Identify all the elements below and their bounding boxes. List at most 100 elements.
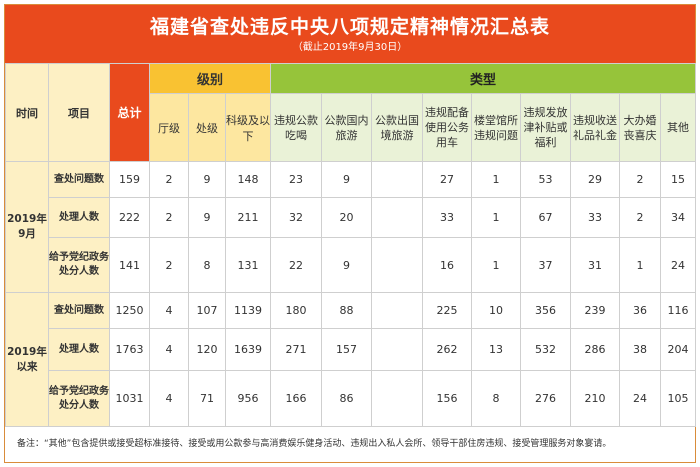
header-level: 科级及以下 (224, 93, 272, 162)
value-cell: 222 (109, 197, 150, 238)
page-title: 福建省查处违反中央八项规定精神情况汇总表 (149, 16, 550, 38)
value-cell: 38 (619, 328, 662, 371)
value-cell: 34 (660, 197, 697, 238)
table-row: 处理人数 222 2 9 211 32 20 33 1 67 33 2 34 (6, 197, 697, 238)
header-level: 厅级 (149, 93, 189, 162)
value-cell: 67 (520, 197, 572, 238)
value-cell: 13 (471, 328, 522, 371)
value-cell: 29 (570, 161, 621, 198)
value-cell: 8 (471, 370, 522, 427)
value-cell: 33 (422, 197, 473, 238)
value-cell: 4 (149, 370, 189, 427)
value-cell: 356 (520, 292, 572, 329)
value-cell: 141 (109, 237, 150, 293)
header-type: 其他 (660, 93, 697, 162)
value-cell: 9 (188, 161, 226, 198)
page-subtitle: （截止2019年9月30日） (292, 42, 408, 53)
table-row: 给予党纪政务处分人数 141 2 8 131 22 9 16 1 37 31 1… (6, 237, 697, 293)
row-item-label: 查处问题数 (48, 161, 110, 198)
value-cell: 36 (619, 292, 662, 329)
value-cell (371, 237, 424, 293)
value-cell: 1250 (109, 292, 150, 329)
header-level-group: 级别 (148, 63, 272, 94)
value-cell: 211 (224, 197, 272, 238)
value-cell: 9 (188, 197, 226, 238)
value-cell: 1139 (224, 292, 272, 329)
header-type: 公款出国境旅游 (371, 93, 424, 162)
value-cell (371, 292, 424, 329)
header-type: 违规配备使用公务用车 (422, 93, 473, 162)
summary-table-frame: 福建省查处违反中央八项规定精神情况汇总表 （截止2019年9月30日） 时间 项… (4, 4, 697, 463)
value-cell: 22 (270, 237, 323, 293)
value-cell: 24 (619, 370, 662, 427)
value-cell: 15 (660, 161, 697, 198)
value-cell: 27 (422, 161, 473, 198)
value-cell: 271 (270, 328, 323, 371)
value-cell: 1 (471, 161, 522, 198)
value-cell: 131 (224, 237, 272, 293)
header-type: 公款国内旅游 (321, 93, 373, 162)
row-item-label: 查处问题数 (48, 292, 110, 329)
value-cell: 71 (188, 370, 226, 427)
value-cell: 9 (321, 161, 373, 198)
header-time: 时间 (5, 63, 49, 162)
header-type: 违规公款吃喝 (270, 93, 323, 162)
value-cell: 1763 (109, 328, 150, 371)
table-row: 2019年9月 查处问题数 159 2 9 148 23 9 27 1 53 2… (5, 161, 697, 293)
value-cell: 2 (149, 197, 189, 238)
value-cell: 2 (149, 237, 189, 293)
value-cell: 148 (224, 161, 272, 198)
header-item: 项目 (48, 63, 110, 162)
value-cell: 20 (321, 197, 373, 238)
table-row: 给予党纪政务处分人数 1031 4 71 956 166 86 156 8 27… (6, 370, 697, 427)
value-cell: 1639 (224, 328, 272, 371)
value-cell: 239 (570, 292, 621, 329)
value-cell (371, 197, 424, 238)
value-cell: 532 (520, 328, 572, 371)
period-label: 2019年9月 (5, 161, 49, 293)
value-cell: 286 (570, 328, 621, 371)
value-cell: 24 (660, 237, 697, 293)
row-item-label: 给予党纪政务处分人数 (48, 370, 110, 427)
header-total: 总计 (109, 63, 150, 162)
value-cell: 2 (149, 161, 189, 198)
value-cell: 1 (619, 237, 662, 293)
row-item-label: 处理人数 (48, 328, 110, 371)
header-type: 违规发放津补贴或福利 (520, 93, 572, 162)
value-cell: 4 (149, 292, 189, 329)
value-cell: 210 (570, 370, 621, 427)
table-row: 处理人数 1763 4 120 1639 271 157 262 13 532 … (6, 328, 697, 371)
value-cell: 53 (520, 161, 572, 198)
value-cell: 4 (149, 328, 189, 371)
value-cell: 120 (188, 328, 226, 371)
value-cell: 180 (270, 292, 323, 329)
footnote: 备注：“其他”包含提供或接受超标准接待、接受或用公款参与高消费娱乐健身活动、违规… (17, 439, 612, 449)
value-cell: 956 (224, 370, 272, 427)
value-cell: 23 (270, 161, 323, 198)
value-cell: 2 (619, 197, 662, 238)
value-cell: 225 (422, 292, 473, 329)
value-cell: 1031 (109, 370, 150, 427)
value-cell: 88 (321, 292, 373, 329)
header-type: 违规收送礼品礼金 (570, 93, 621, 162)
value-cell: 10 (471, 292, 522, 329)
summary-table: 时间 项目 总计 级别 类型 厅级 处级 科级及以下 违规公款吃喝 公款国内旅游… (5, 63, 697, 427)
title-bar: 福建省查处违反中央八项规定精神情况汇总表 （截止2019年9月30日） (5, 5, 695, 63)
table-row: 2019年以来 查处问题数 1250 4 107 1139 180 88 225… (5, 292, 697, 427)
value-cell: 262 (422, 328, 473, 371)
value-cell: 16 (422, 237, 473, 293)
header-level: 处级 (188, 93, 226, 162)
value-cell: 8 (188, 237, 226, 293)
value-cell: 1 (471, 237, 522, 293)
value-cell: 33 (570, 197, 621, 238)
value-cell: 276 (520, 370, 572, 427)
value-cell: 37 (520, 237, 572, 293)
value-cell: 86 (321, 370, 373, 427)
header-type: 大办婚丧喜庆 (619, 93, 662, 162)
header-type-group: 类型 (270, 63, 697, 94)
value-cell (371, 161, 424, 198)
row-item-label: 处理人数 (48, 197, 110, 238)
value-cell: 159 (109, 161, 150, 198)
value-cell (371, 370, 424, 427)
value-cell (371, 328, 424, 371)
